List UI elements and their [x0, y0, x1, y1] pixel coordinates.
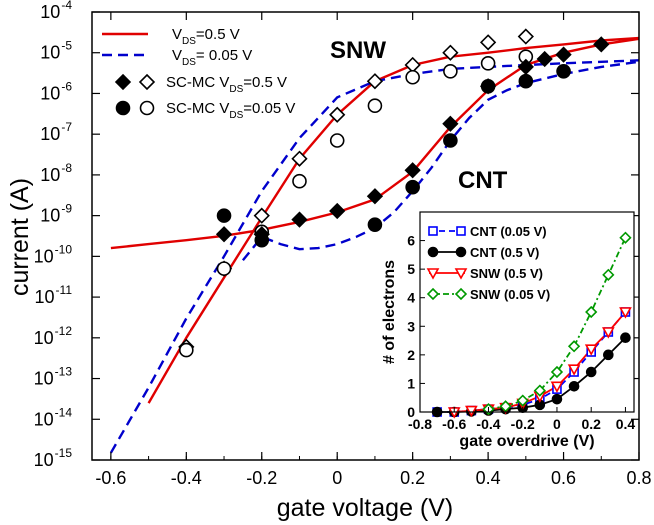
marker-mc_snw005 [218, 262, 231, 275]
legend-marker-mc005 [117, 102, 130, 115]
main-x-axis-label: gate voltage (V) [277, 494, 454, 522]
main-x-tick-label: -0.4 [171, 468, 202, 488]
inset-y-tick-label: 4 [407, 290, 415, 306]
marker-mc_snw005 [444, 65, 457, 78]
marker-mc_cnt005 [406, 181, 419, 194]
main-y-tick-exponent: -4 [61, 0, 72, 12]
legend-marker-mc005 [141, 102, 154, 115]
inset-marker-ins_cnt05 [570, 382, 579, 391]
inset-y-tick-label: 6 [407, 233, 415, 249]
marker-mc_snw005 [180, 344, 193, 357]
inset-y-tick-label: 1 [407, 375, 415, 391]
main-y-tick-exponent: -7 [61, 120, 72, 134]
legend-label-main: SC-MC V [166, 74, 229, 91]
main-y-tick-exponent: -5 [61, 39, 72, 53]
main-x-tick-label: 0.4 [476, 468, 501, 488]
legend-label-sub: DS [229, 110, 243, 121]
main-y-tick-exponent: -14 [55, 405, 73, 419]
main-y-tick-exponent: -8 [61, 161, 72, 175]
legend-label-main: SC-MC V [166, 100, 229, 117]
inset-marker-ins_cnt05 [604, 350, 613, 359]
marker-mc_cnt005 [218, 209, 231, 222]
marker-mc_cnt005 [519, 75, 532, 88]
marker-mc_cnt005 [255, 234, 268, 247]
main-x-tick-label: 0.8 [626, 468, 651, 488]
inset-y-tick-label: 0 [407, 404, 415, 420]
inset-legend-marker-ins_cnt05 [429, 248, 438, 257]
legend-label-sub: DS [182, 36, 196, 47]
inset-legend-marker-ins_cnt005 [429, 227, 437, 235]
main-y-tick-exponent: -13 [55, 365, 73, 379]
inset-x-tick-label: 0.4 [616, 416, 636, 432]
main-y-tick-exponent: -6 [61, 79, 72, 93]
legend-label-main: V [172, 26, 182, 43]
inset-background [420, 212, 634, 412]
inset-marker-ins_cnt05 [587, 368, 596, 377]
marker-mc_cnt005 [482, 80, 495, 93]
inset-y-axis-label: # of electrons [381, 260, 398, 364]
marker-mc_snw005 [368, 99, 381, 112]
main-y-axis-label: current (A) [6, 178, 34, 296]
inset-legend-marker-ins_cnt05 [457, 248, 466, 257]
inset-x-tick-label: -0.4 [476, 416, 500, 432]
marker-mc_cnt005 [368, 218, 381, 231]
main-y-tick-exponent: -15 [55, 446, 73, 460]
main-x-tick-label: 0 [332, 468, 342, 488]
inset-x-tick-label: 0 [553, 416, 561, 432]
inset-marker-ins_cnt05 [621, 333, 630, 342]
inset-x-tick-label: -0.6 [442, 416, 466, 432]
marker-mc_snw005 [331, 134, 344, 147]
marker-mc_snw005 [406, 71, 419, 84]
inset-x-axis-label: gate overdrive (V) [459, 433, 594, 450]
marker-mc_cnt005 [557, 65, 570, 78]
main-y-tick-exponent: -9 [61, 202, 72, 216]
legend-label-rest: =0.5 V [243, 74, 287, 91]
main-y-tick-exponent: -10 [55, 242, 73, 256]
inset-legend-marker-ins_cnt005 [457, 227, 465, 235]
inset-legend-label-ins_cnt05: CNT (0.5 V) [470, 245, 539, 260]
cnt-annotation: CNT [458, 167, 508, 194]
inset-y-tick-label: 5 [407, 261, 415, 277]
main-y-tick-exponent: -12 [55, 324, 73, 338]
main-x-tick-label: 0.2 [400, 468, 425, 488]
marker-mc_snw005 [293, 175, 306, 188]
inset-marker-ins_cnt05 [552, 395, 561, 404]
legend-label-rest: =0.05 V [243, 100, 295, 117]
inset-legend-label-ins_snw005: SNW (0.05 V) [470, 287, 550, 302]
inset-x-tick-label: -0.2 [511, 416, 535, 432]
inset-x-tick-label: 0.2 [581, 416, 601, 432]
inset-legend-label-ins_cnt005: CNT (0.05 V) [470, 224, 547, 239]
legend-label-main: V [172, 47, 182, 64]
inset-legend-label-ins_snw05: SNW (0.5 V) [470, 266, 543, 281]
marker-mc_cnt005 [444, 134, 457, 147]
marker-mc_snw005 [482, 57, 495, 70]
inset-y-tick-label: 2 [407, 347, 415, 363]
snw-annotation: SNW [330, 37, 386, 64]
main-x-tick-label: 0.6 [551, 468, 576, 488]
main-x-tick-label: -0.6 [95, 468, 126, 488]
legend-label-sub: DS [182, 57, 196, 68]
main-x-tick-label: -0.2 [246, 468, 277, 488]
legend-label-rest: =0.5 V [196, 26, 240, 43]
legend-label-rest: = 0.05 V [196, 47, 252, 64]
main-y-tick-exponent: -11 [56, 283, 73, 297]
legend-label-sub: DS [229, 84, 243, 95]
inset-y-tick-label: 3 [407, 318, 415, 334]
